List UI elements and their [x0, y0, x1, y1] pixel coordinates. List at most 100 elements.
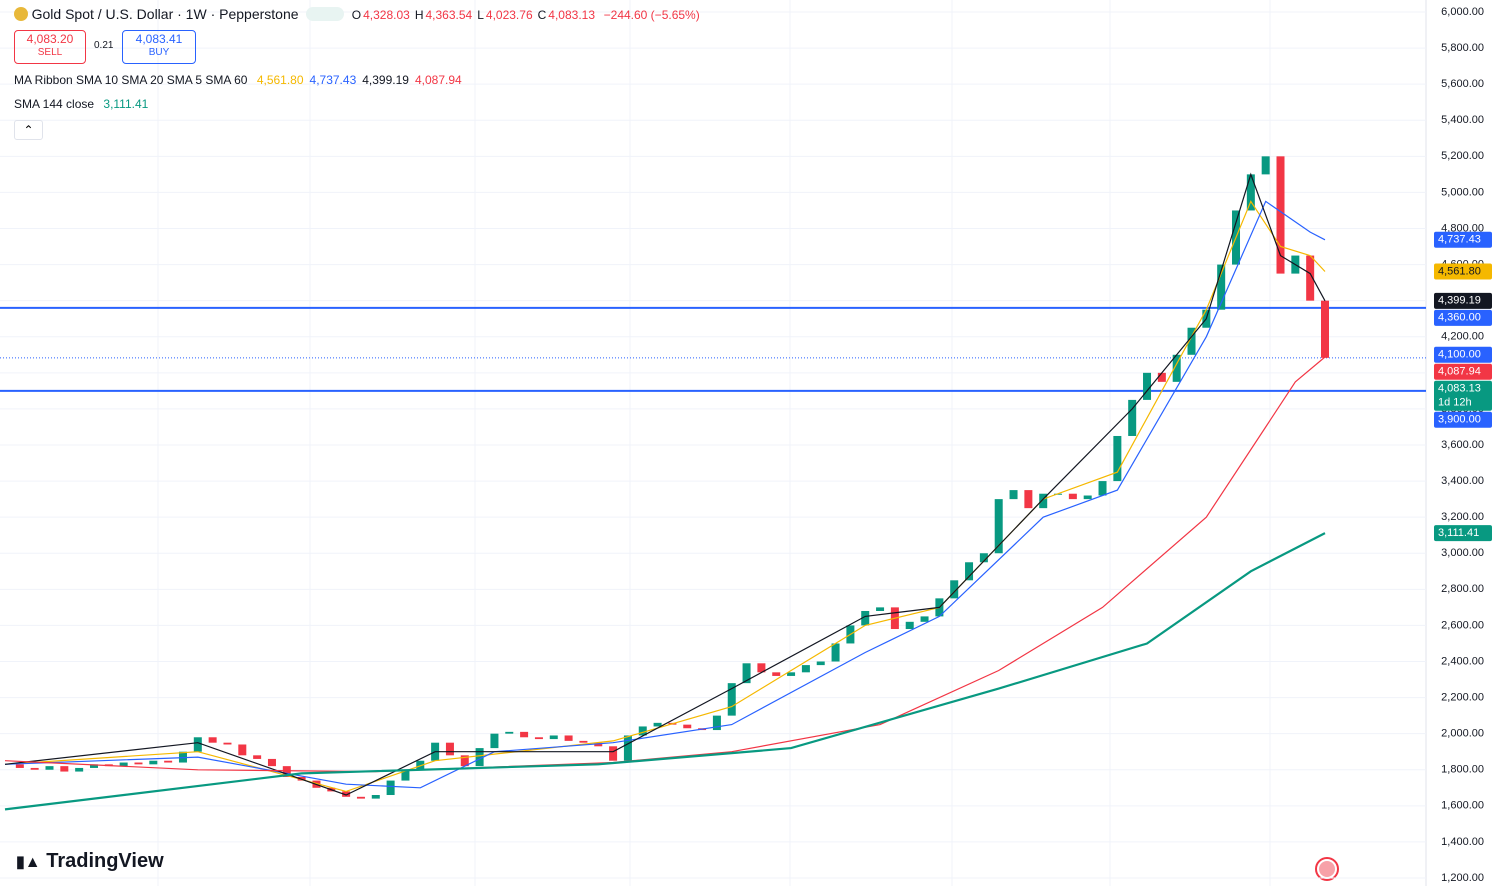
price-tag-label: 4,083.13 [1438, 383, 1481, 395]
y-tick-label: 5,200.00 [1441, 150, 1484, 162]
price-tag-label: 4,737.43 [1438, 234, 1481, 246]
candle [594, 742, 603, 747]
candle [1128, 399, 1137, 436]
candle [75, 767, 84, 772]
candle [801, 665, 810, 673]
y-tick-label: 2,400.00 [1441, 655, 1484, 667]
ribbon-value: 4,087.94 [414, 73, 462, 87]
candle [905, 621, 914, 630]
candle [950, 580, 959, 599]
candle [683, 724, 692, 729]
ohlc-key: H [414, 8, 424, 22]
candle [342, 791, 351, 797]
y-tick-label: 1,400.00 [1441, 836, 1484, 848]
price-tag [1434, 380, 1492, 411]
ma-line [4, 200, 1326, 793]
candle [45, 766, 54, 770]
candle [861, 610, 870, 626]
candle [30, 767, 39, 770]
candle [134, 762, 143, 765]
ribbon-name: MA Ribbon SMA 10 SMA 20 SMA 5 SMA 60 [14, 73, 248, 87]
candle [564, 735, 573, 741]
ohlc-key: L [477, 8, 484, 22]
price-tag [1434, 411, 1492, 428]
candle [1172, 354, 1181, 382]
price-tag [1434, 525, 1492, 542]
candle [193, 737, 202, 752]
buy-price: 4,083.41 [135, 32, 183, 46]
candle [223, 742, 232, 745]
price-tag-label: 4,087.94 [1438, 366, 1481, 378]
logo-text: TradingView [46, 850, 164, 872]
collapse-button[interactable]: ⌃ [14, 120, 43, 140]
y-tick-label: 3,400.00 [1441, 475, 1484, 487]
ribbon-value: 4,737.43 [309, 73, 357, 87]
spread: 0.21 [94, 40, 114, 51]
symbol-icon [14, 7, 28, 21]
buy-button[interactable]: 4,083.41 BUY [122, 30, 196, 64]
candle [757, 663, 766, 673]
logo: ▮▲ TradingView [16, 850, 164, 872]
price-tag-label: 4,399.19 [1438, 295, 1481, 307]
price-tag-label: 4,360.00 [1438, 312, 1481, 324]
candle [267, 758, 276, 767]
candle [89, 764, 98, 768]
price-tag [1434, 346, 1492, 363]
candle [371, 795, 380, 799]
ribbon-value: 4,399.19 [362, 73, 409, 87]
ribbon-value: 4,561.80 [256, 73, 304, 87]
sell-button[interactable]: 4,083.20 SELL [14, 30, 86, 64]
candle [994, 499, 1003, 554]
candle [15, 764, 24, 768]
y-tick-label: 3,000.00 [1441, 547, 1484, 559]
ma-line [4, 172, 1326, 796]
y-tick-label: 2,000.00 [1441, 728, 1484, 740]
ohlc-value: 4,328.03 [363, 8, 410, 22]
ribbon-legend: MA Ribbon SMA 10 SMA 20 SMA 5 SMA 60 4,5… [14, 73, 462, 87]
candle [1024, 490, 1033, 509]
price-tag [1434, 263, 1492, 280]
ohlc-value: 4,023.76 [485, 8, 533, 22]
candle [401, 769, 410, 781]
candle [119, 762, 128, 767]
candle [965, 562, 974, 581]
candle [1187, 327, 1196, 355]
y-tick-label: 5,000.00 [1441, 186, 1484, 198]
candle [520, 731, 529, 738]
ohlc-key: C [537, 8, 547, 22]
price-tag [1434, 292, 1492, 309]
candle [1143, 372, 1152, 400]
candle [742, 663, 751, 684]
y-tick-label: 3,200.00 [1441, 511, 1484, 523]
ohlc: O 4,328.03 H 4,363.54 L 4,023.76 C 4,083.13 [352, 8, 600, 22]
candle [282, 766, 291, 777]
candle [727, 683, 736, 716]
candle [460, 755, 469, 767]
candle [534, 737, 543, 740]
candle [238, 744, 247, 756]
ohlc-key: O [351, 8, 362, 22]
candle [712, 715, 721, 731]
price-tag-label: 3,111.41 [1438, 527, 1479, 539]
ma-line [4, 356, 1326, 773]
candle [579, 740, 588, 743]
candle [60, 766, 69, 772]
sma144-value: 3,111.41 [103, 97, 149, 111]
candle [831, 643, 840, 662]
time-grid [157, 0, 1271, 886]
price-tag-label: 4,561.80 [1438, 265, 1481, 277]
sell-label: SELL [37, 47, 63, 58]
y-tick-label: 3,600.00 [1441, 439, 1484, 451]
candle [1321, 300, 1329, 358]
symbol-header: Gold Spot / U.S. Dollar · 1W · Peppersto… [14, 6, 700, 22]
candle [1246, 174, 1255, 211]
y-tick-label: 5,600.00 [1441, 78, 1484, 90]
y-tick-label: 4,200.00 [1441, 331, 1484, 343]
candle [549, 735, 558, 740]
candle [1068, 493, 1077, 500]
candle [979, 553, 988, 563]
y-tick-label: 1,800.00 [1441, 764, 1484, 776]
change: −244.60 (−5.65%) [603, 8, 700, 22]
